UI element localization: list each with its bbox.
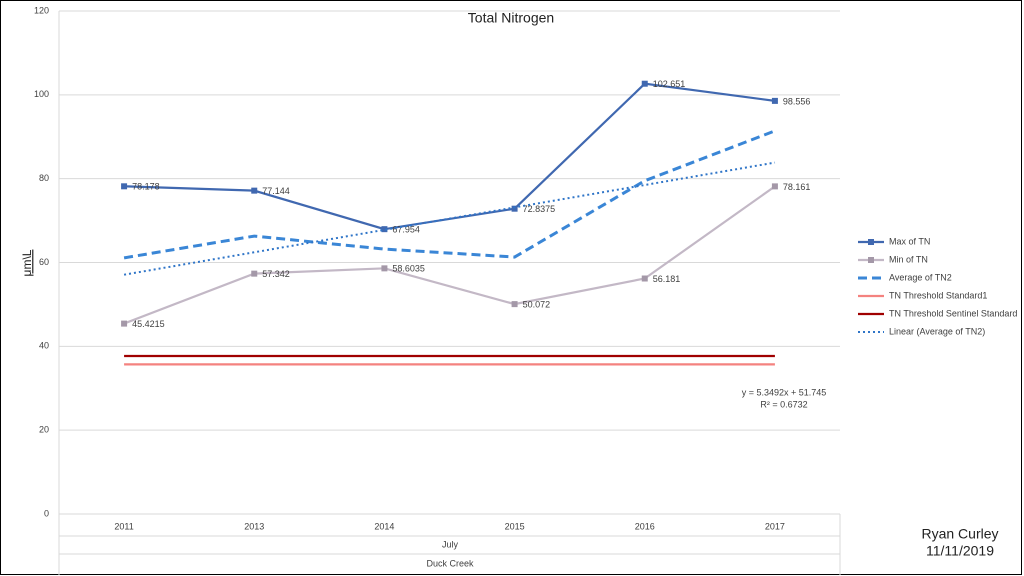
data-point xyxy=(771,183,778,190)
data-point xyxy=(121,320,128,327)
y-tick-label: 120 xyxy=(34,5,49,15)
x-tick-label: 2014 xyxy=(374,521,394,531)
signature-name: Ryan Curley xyxy=(921,526,998,542)
y-tick-label: 20 xyxy=(39,425,49,435)
data-point xyxy=(511,205,518,212)
data-point xyxy=(381,265,388,272)
data-point xyxy=(641,80,648,87)
y-axis-label: μm\L xyxy=(20,249,34,276)
data-label: 77.144 xyxy=(262,186,290,196)
data-label: 78.178 xyxy=(132,182,160,192)
x-tick-label: 2017 xyxy=(765,521,785,531)
data-label: 102.651 xyxy=(653,79,686,89)
x-tick-label: 2016 xyxy=(635,521,655,531)
x-tick-label: 2015 xyxy=(505,521,525,531)
data-point xyxy=(121,183,128,190)
legend-marker xyxy=(868,257,874,263)
data-label: 57.342 xyxy=(262,269,290,279)
signature-date: 11/11/2019 xyxy=(926,543,994,559)
y-tick-label: 80 xyxy=(39,173,49,183)
y-tick-label: 40 xyxy=(39,341,49,351)
x-tick-label: 2011 xyxy=(114,521,133,531)
x-group-label: July xyxy=(442,539,459,549)
legend-label: Min of TN xyxy=(889,254,928,264)
data-point xyxy=(771,97,778,104)
data-label: 50.072 xyxy=(523,299,551,309)
legend-label: Average of TN2 xyxy=(889,272,952,282)
data-point xyxy=(381,226,388,233)
legend-label: Max of TN xyxy=(889,236,930,246)
legend-marker xyxy=(868,239,874,245)
data-label: 58.6035 xyxy=(392,264,425,274)
x-group-label: Duck Creek xyxy=(426,558,474,568)
x-tick-label: 2013 xyxy=(244,521,264,531)
series-line xyxy=(123,129,776,260)
data-point xyxy=(251,270,258,277)
data-point xyxy=(641,275,648,282)
data-label: 98.556 xyxy=(783,96,811,106)
data-label: 45.4215 xyxy=(132,319,165,329)
legend-label: TN Threshold Sentinel Standard xyxy=(889,308,1017,318)
y-tick-label: 100 xyxy=(34,89,49,99)
trend-equation: y = 5.3492x + 51.745 xyxy=(742,387,827,397)
data-label: 67.954 xyxy=(392,225,420,235)
legend-label: TN Threshold Standard1 xyxy=(889,290,987,300)
y-tick-label: 60 xyxy=(39,257,49,267)
data-label: 56.181 xyxy=(653,274,681,284)
series-line xyxy=(123,161,776,276)
trend-r2: R² = 0.6732 xyxy=(760,399,807,409)
data-point xyxy=(251,187,258,194)
data-label: 72.8375 xyxy=(523,204,556,214)
legend-label: Linear (Average of TN2) xyxy=(889,326,985,336)
data-point xyxy=(511,301,518,308)
y-tick-label: 0 xyxy=(44,508,49,518)
series-line xyxy=(123,185,776,325)
data-label: 78.161 xyxy=(783,182,811,192)
chart-title: Total Nitrogen xyxy=(468,10,554,26)
